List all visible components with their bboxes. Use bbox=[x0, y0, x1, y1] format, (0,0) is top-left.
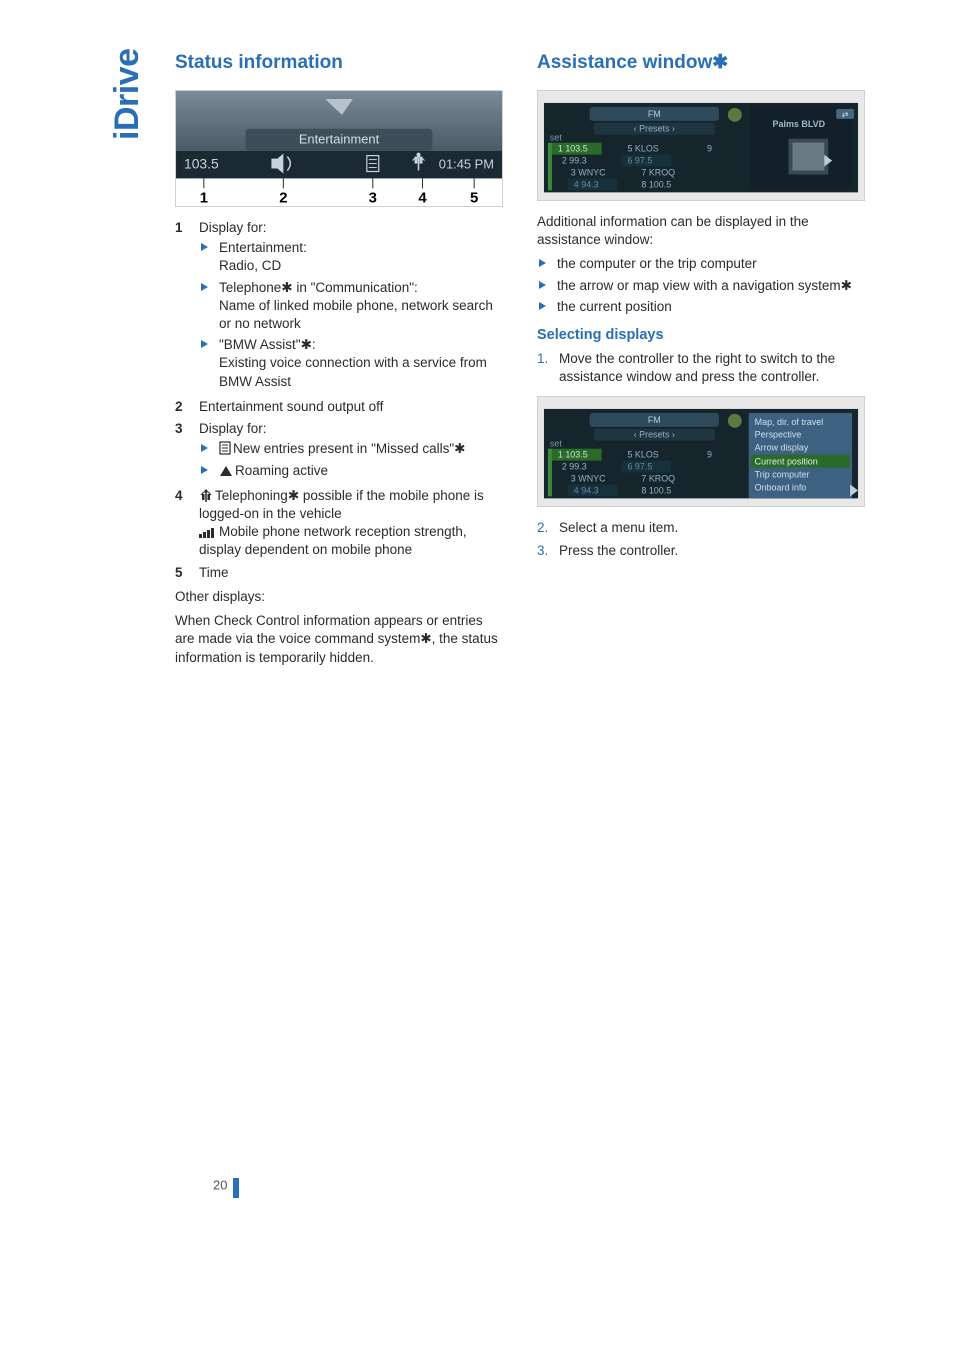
item-label: 4 bbox=[175, 487, 199, 560]
item-label: 5 bbox=[175, 564, 199, 582]
list-icon bbox=[219, 441, 231, 455]
item-label: 2 bbox=[175, 398, 199, 416]
figure-banner-text: Entertainment bbox=[299, 131, 380, 146]
sub-item: Roaming active bbox=[199, 462, 503, 480]
list-item: 2 Entertainment sound output off bbox=[175, 398, 503, 416]
svg-text:9: 9 bbox=[707, 143, 712, 153]
svg-text:1 103.5: 1 103.5 bbox=[558, 450, 588, 460]
item-text: Display for: bbox=[199, 220, 267, 235]
svg-text:⇄: ⇄ bbox=[842, 109, 849, 118]
callout-1: 1 bbox=[200, 190, 208, 206]
other-displays-text: When Check Control information appears o… bbox=[175, 612, 503, 667]
svg-text:1 103.5: 1 103.5 bbox=[558, 143, 588, 153]
callout-3: 3 bbox=[369, 190, 377, 206]
antenna-icon bbox=[199, 488, 213, 502]
svg-text:set: set bbox=[550, 132, 562, 142]
bullet-item: the computer or the trip computer bbox=[537, 255, 865, 273]
item-text: Entertainment sound output off bbox=[199, 398, 503, 416]
svg-text:set: set bbox=[550, 439, 562, 449]
figure-time: 01:45 PM bbox=[439, 156, 494, 171]
svg-text:8 100.5: 8 100.5 bbox=[641, 179, 671, 189]
svg-text:‹ Presets ›: ‹ Presets › bbox=[634, 430, 675, 440]
status-info-heading: Status information bbox=[175, 50, 503, 76]
callout-4: 4 bbox=[418, 190, 427, 206]
item-label: 3 bbox=[175, 420, 199, 483]
list-item: 1 Display for: Entertainment: Radio, CD … bbox=[175, 219, 503, 394]
bullet-item: the current position bbox=[537, 298, 865, 316]
selecting-displays-heading: Selecting displays bbox=[537, 326, 865, 346]
assistance-window-heading: Assistance window✱ bbox=[537, 50, 865, 76]
step-item: 2.Select a menu item. bbox=[537, 519, 865, 537]
status-info-figure: Entertainment 103.5 01:45 PM bbox=[175, 90, 503, 207]
svg-text:6 97.5: 6 97.5 bbox=[627, 155, 652, 165]
svg-text:3 WNYC: 3 WNYC bbox=[571, 167, 606, 177]
sidebar-section-label: iDrive bbox=[105, 49, 151, 141]
svg-text:8 100.5: 8 100.5 bbox=[641, 485, 671, 495]
item-text: Display for: bbox=[199, 421, 267, 436]
item-text: Telephoning✱ possible if the mobile phon… bbox=[199, 488, 484, 521]
svg-text:‹ Presets ›: ‹ Presets › bbox=[634, 123, 675, 133]
svg-text:Onboard info: Onboard info bbox=[755, 482, 807, 492]
list-item: 5 Time bbox=[175, 564, 503, 582]
svg-text:6 97.5: 6 97.5 bbox=[627, 462, 652, 472]
svg-text:FM: FM bbox=[648, 415, 661, 425]
svg-text:4 94.3: 4 94.3 bbox=[574, 485, 599, 495]
svg-text:5 KLOS: 5 KLOS bbox=[627, 143, 658, 153]
svg-text:FM: FM bbox=[648, 108, 661, 118]
step-item: 3.Press the controller. bbox=[537, 542, 865, 560]
svg-text:Map, dir. of travel: Map, dir. of travel bbox=[755, 417, 824, 427]
svg-text:Current position: Current position bbox=[755, 457, 818, 467]
selecting-displays-steps-cont: 2.Select a menu item. 3.Press the contro… bbox=[537, 519, 865, 559]
item-label: 1 bbox=[175, 219, 199, 394]
list-item: 4 Telephoning✱ possible if the mobile ph… bbox=[175, 487, 503, 560]
step-item: 1.Move the controller to the right to sw… bbox=[537, 350, 865, 386]
svg-text:Trip computer: Trip computer bbox=[755, 470, 810, 480]
assistance-bullets: the computer or the trip computer the ar… bbox=[537, 255, 865, 316]
svg-text:4 94.3: 4 94.3 bbox=[574, 179, 599, 189]
sub-item: "BMW Assist"✱: Existing voice connection… bbox=[199, 336, 503, 391]
sub-item: Telephone✱ in "Communication": Name of l… bbox=[199, 279, 503, 334]
svg-text:Perspective: Perspective bbox=[755, 430, 802, 440]
signal-bars-icon bbox=[199, 526, 217, 538]
assistance-intro: Additional information can be displayed … bbox=[537, 213, 865, 249]
roaming-icon bbox=[219, 465, 233, 477]
item-text: Time bbox=[199, 564, 503, 582]
page-content: Status information Entertainment 103.5 bbox=[175, 50, 865, 673]
item-text: Mobile phone network reception strength,… bbox=[199, 524, 467, 557]
svg-text:2 99.3: 2 99.3 bbox=[562, 155, 587, 165]
selecting-displays-steps: 1.Move the controller to the right to sw… bbox=[537, 350, 865, 386]
assistance-figure-2: FM ‹ Presets › set 1 103.5 5 KLOS 9 2 99… bbox=[537, 396, 865, 507]
sub-item: New entries present in "Missed calls"✱ bbox=[199, 440, 503, 458]
status-item-list: 1 Display for: Entertainment: Radio, CD … bbox=[175, 219, 503, 582]
svg-text:3 WNYC: 3 WNYC bbox=[571, 474, 606, 484]
svg-text:Palms BLVD: Palms BLVD bbox=[773, 118, 826, 128]
svg-text:7 KROQ: 7 KROQ bbox=[641, 167, 675, 177]
bullet-item: the arrow or map view with a navigation … bbox=[537, 277, 865, 295]
svg-text:5 KLOS: 5 KLOS bbox=[627, 450, 658, 460]
page-number: 20 bbox=[213, 1176, 239, 1196]
svg-text:7 KROQ: 7 KROQ bbox=[641, 474, 675, 484]
list-item: 3 Display for: New entries present in "M… bbox=[175, 420, 503, 483]
other-displays-heading: Other displays: bbox=[175, 588, 503, 606]
callout-2: 2 bbox=[279, 190, 287, 206]
right-column: Assistance window✱ FM ‹ Presets › Palms … bbox=[537, 50, 865, 673]
svg-text:2 99.3: 2 99.3 bbox=[562, 462, 587, 472]
figure-station: 103.5 bbox=[184, 155, 219, 171]
svg-text:Arrow display: Arrow display bbox=[755, 443, 809, 453]
assistance-figure-1: FM ‹ Presets › Palms BLVD ⇄ set 1 103.5 … bbox=[537, 90, 865, 201]
callout-5: 5 bbox=[470, 190, 478, 206]
left-column: Status information Entertainment 103.5 bbox=[175, 50, 503, 673]
svg-text:9: 9 bbox=[707, 450, 712, 460]
sub-item: Entertainment: Radio, CD bbox=[199, 239, 503, 275]
